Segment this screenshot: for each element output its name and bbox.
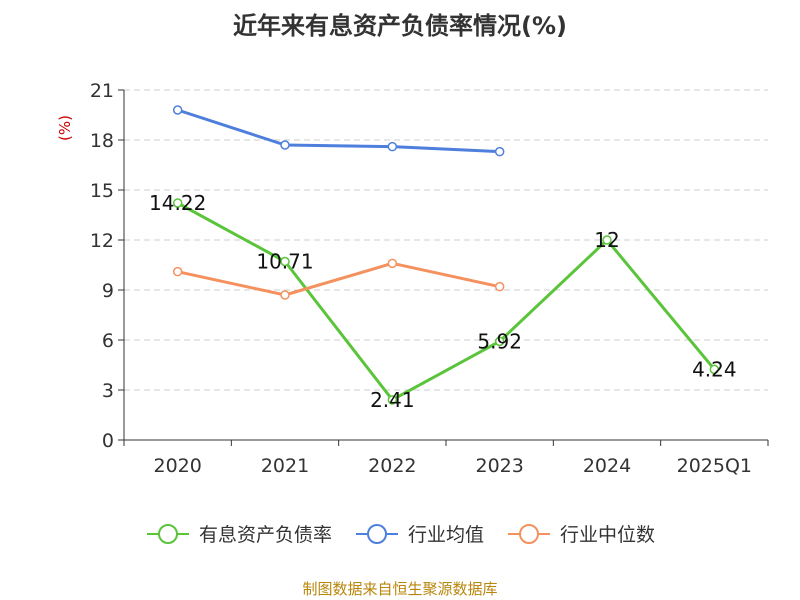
data-label: 12 xyxy=(594,228,619,252)
source-note: 制图数据来自恒生聚源数据库 xyxy=(302,580,498,598)
y-tick-label: 15 xyxy=(90,180,114,202)
data-label: 14.22 xyxy=(149,191,206,215)
y-tick-label: 21 xyxy=(90,80,114,102)
data-label: 4.24 xyxy=(692,357,737,381)
data-point xyxy=(172,266,183,277)
legend-line-marker-icon xyxy=(355,523,398,544)
legend-marker xyxy=(519,523,539,544)
legend-line-marker-icon xyxy=(146,523,189,544)
axes: 0 3 6 9 12 15 18 21 2020 2021 2022 2023 2024 2025Q1 (%… xyxy=(56,80,769,477)
legend-item[interactable]: 行业中位数 xyxy=(506,520,655,547)
y-tick-label: 9 xyxy=(102,280,114,302)
legend-marker xyxy=(157,523,178,544)
chart-title: 近年来有息资产负债率情况(%) xyxy=(233,12,567,40)
y-axis-label: (%) xyxy=(56,115,74,141)
data-point xyxy=(387,258,398,269)
series-line xyxy=(177,261,500,297)
legend-marker xyxy=(366,523,387,544)
y-tick-label: 0 xyxy=(102,430,114,452)
data-point xyxy=(280,140,290,150)
x-tick-label: 2024 xyxy=(583,455,631,477)
legend-line-marker-icon xyxy=(508,523,550,544)
data-point xyxy=(387,141,398,152)
legend-label: 行业中位数 xyxy=(560,524,656,546)
data-point xyxy=(494,281,505,292)
data-label: 5.92 xyxy=(477,329,522,353)
legend-label: 行业均值 xyxy=(407,524,484,546)
y-tick-label: 12 xyxy=(90,230,114,252)
data-point xyxy=(280,290,290,300)
data-point xyxy=(494,336,505,347)
data-point xyxy=(494,146,505,157)
data-label: 10.71 xyxy=(256,250,313,274)
data-labels: 14.22 10.71 2.41 5.92 12 4.24 xyxy=(149,191,737,412)
series-lines xyxy=(172,105,720,405)
series-line xyxy=(177,108,500,154)
data-point xyxy=(709,364,720,375)
line-chart: 0 3 6 9 12 15 18 21 2020 2021 2022 2023 2024 2025Q1 (%… xyxy=(56,80,769,477)
data-point xyxy=(387,395,398,405)
data-point xyxy=(172,105,183,115)
y-tick-label: 3 xyxy=(102,380,114,402)
y-tick-label: 6 xyxy=(102,330,114,352)
y-tick-label: 18 xyxy=(90,130,114,152)
data-label: 2.41 xyxy=(370,388,415,412)
x-tick-label: 2020 xyxy=(153,455,201,477)
data-point xyxy=(280,256,290,267)
legend-label: 有息资产负债率 xyxy=(198,524,332,546)
series-line xyxy=(176,201,716,402)
x-tick-label: 2025Q1 xyxy=(677,455,752,477)
grid-lines xyxy=(124,89,768,391)
data-point xyxy=(602,235,612,245)
x-tick-label: 2023 xyxy=(475,455,523,477)
data-point xyxy=(172,198,183,208)
x-tick-label: 2022 xyxy=(368,455,416,477)
legend: 有息资产负债率 行业均值 行业中位数 xyxy=(0,520,800,547)
legend-item[interactable]: 有息资产负债率 xyxy=(145,520,332,547)
x-tick-label: 2021 xyxy=(261,455,309,477)
legend-item[interactable]: 行业均值 xyxy=(354,520,484,547)
